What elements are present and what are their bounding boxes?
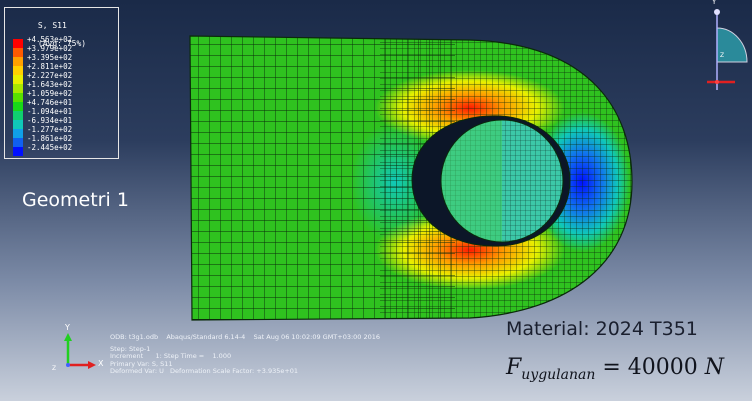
legend-value: +4.746e+01 bbox=[27, 98, 73, 107]
bc-z-label: Z bbox=[720, 52, 725, 59]
coordinate-triad-bottom: Y X Z bbox=[50, 323, 110, 375]
legend-value: -1.094e+01 bbox=[27, 107, 73, 116]
analysis-info: ODB: t3g1.odb Abaqus/Standard 6.14-4 Sat… bbox=[110, 333, 381, 376]
triad-z-label: Z bbox=[52, 365, 57, 372]
legend-swatch bbox=[13, 66, 23, 75]
legend-swatch bbox=[13, 111, 23, 120]
geometry-label: Geometri 1 bbox=[22, 189, 129, 211]
legend-swatch bbox=[13, 93, 23, 102]
step-line: Step: Step-1 bbox=[110, 344, 151, 353]
triad-x-label: X bbox=[98, 359, 104, 368]
applied-force-label: Fuygulanan = 40000 N bbox=[506, 355, 724, 383]
triad-axes-icon bbox=[64, 333, 96, 369]
force-symbol: F bbox=[506, 355, 522, 380]
legend-swatch bbox=[13, 138, 23, 147]
legend-swatch bbox=[13, 102, 23, 111]
force-unit: N bbox=[704, 355, 725, 380]
legend-swatch bbox=[13, 75, 23, 84]
legend-swatch bbox=[13, 84, 23, 93]
legend-color-bar bbox=[13, 39, 23, 156]
legend-value: -2.445e+02 bbox=[27, 143, 73, 152]
material-label: Material: 2024 T351 bbox=[506, 318, 698, 340]
legend-value: +1.643e+02 bbox=[27, 80, 73, 89]
legend-swatch bbox=[13, 147, 23, 156]
pin-mesh bbox=[440, 119, 564, 243]
plate-mesh bbox=[190, 36, 632, 320]
legend-value: +1.059e+02 bbox=[27, 89, 73, 98]
legend-value: +4.563e+02 bbox=[27, 35, 73, 44]
legend-swatch bbox=[13, 129, 23, 138]
legend-values: +4.563e+02 +3.979e+02 +3.395e+02 +2.811e+02… bbox=[27, 35, 72, 152]
odb-info-line: ODB: t3g1.odb Abaqus/Standard 6.14-4 Sat… bbox=[110, 333, 381, 341]
symmetry-bc-icon bbox=[707, 9, 748, 90]
increment-line: Increment 1: Step Time = 1.000 bbox=[110, 352, 232, 360]
legend-swatch bbox=[13, 120, 23, 129]
legend-title: S, S11 bbox=[37, 21, 67, 30]
force-subscript: uygulanan bbox=[521, 367, 596, 383]
boundary-condition-symbol: Y Z bbox=[695, 0, 752, 95]
legend-value: +2.811e+02 bbox=[27, 62, 73, 71]
bc-y-label: Y bbox=[712, 0, 717, 6]
triad-y-label: Y bbox=[65, 323, 70, 332]
force-value: = 40000 bbox=[602, 355, 698, 380]
legend-value: +3.979e+02 bbox=[27, 44, 73, 53]
legend-averaging: (Avg: 75%) bbox=[37, 39, 87, 48]
legend-value: +3.395e+02 bbox=[27, 53, 73, 62]
legend-value: -6.934e+01 bbox=[27, 116, 73, 125]
legend-swatch bbox=[13, 39, 23, 48]
legend-value: +2.227e+02 bbox=[27, 71, 73, 80]
legend-swatch bbox=[13, 48, 23, 57]
primary-var-line: Primary Var: S, S11 bbox=[110, 359, 173, 368]
deformed-var-line: Deformed Var: U Deformation Scale Factor… bbox=[110, 367, 299, 375]
contour-legend: S, S11 (Avg: 75%) +4.563e+02 +3.979e+02 +3… bbox=[4, 7, 119, 159]
legend-value: -1.277e+02 bbox=[27, 125, 73, 134]
legend-swatch bbox=[13, 57, 23, 66]
legend-value: -1.861e+02 bbox=[27, 134, 73, 143]
